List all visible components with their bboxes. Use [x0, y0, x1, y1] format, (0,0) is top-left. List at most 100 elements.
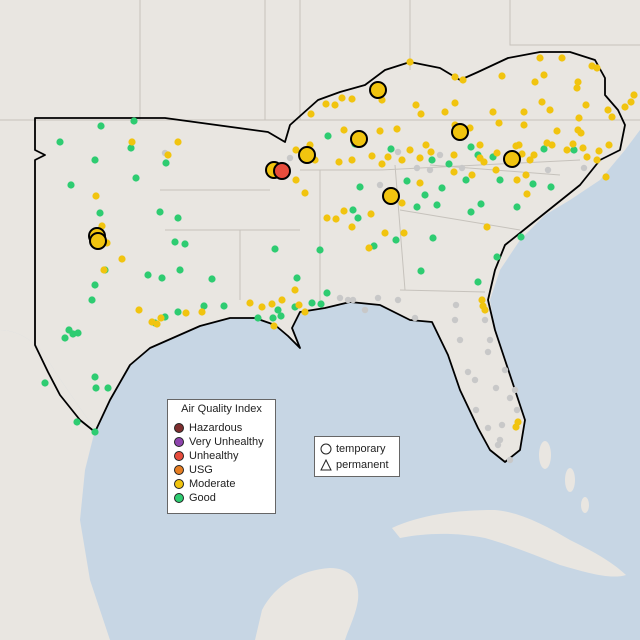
good-monitor-dot[interactable]: [467, 143, 475, 151]
no-data-monitor-dot[interactable]: [481, 316, 489, 324]
moderate-monitor-dot[interactable]: [522, 171, 530, 179]
good-monitor-dot[interactable]: [174, 308, 182, 316]
good-monitor-dot[interactable]: [74, 329, 82, 337]
moderate-monitor-dot[interactable]: [558, 54, 566, 62]
moderate-monitor-dot[interactable]: [368, 152, 376, 160]
moderate-monitor-dot[interactable]: [92, 192, 100, 200]
moderate-monitor-dot[interactable]: [573, 84, 581, 92]
moderate-monitor-dot[interactable]: [593, 64, 601, 72]
good-monitor-dot[interactable]: [91, 281, 99, 289]
no-data-monitor-dot[interactable]: [456, 336, 464, 344]
good-monitor-dot[interactable]: [254, 314, 262, 322]
good-monitor-dot[interactable]: [438, 184, 446, 192]
moderate-monitor-dot[interactable]: [492, 166, 500, 174]
no-data-monitor-dot[interactable]: [336, 294, 344, 302]
good-monitor-dot[interactable]: [433, 201, 441, 209]
moderate-temporary-marker[interactable]: [369, 81, 387, 99]
no-data-monitor-dot[interactable]: [344, 296, 352, 304]
good-monitor-dot[interactable]: [493, 253, 501, 261]
moderate-monitor-dot[interactable]: [174, 138, 182, 146]
good-monitor-dot[interactable]: [171, 238, 179, 246]
good-monitor-dot[interactable]: [392, 236, 400, 244]
good-monitor-dot[interactable]: [517, 233, 525, 241]
good-monitor-dot[interactable]: [274, 306, 282, 314]
moderate-monitor-dot[interactable]: [553, 127, 561, 135]
good-monitor-dot[interactable]: [208, 275, 216, 283]
moderate-monitor-dot[interactable]: [153, 320, 161, 328]
moderate-monitor-dot[interactable]: [451, 99, 459, 107]
no-data-monitor-dot[interactable]: [458, 164, 466, 172]
moderate-monitor-dot[interactable]: [422, 141, 430, 149]
good-monitor-dot[interactable]: [67, 181, 75, 189]
moderate-monitor-dot[interactable]: [574, 126, 582, 134]
moderate-monitor-dot[interactable]: [593, 156, 601, 164]
moderate-monitor-dot[interactable]: [595, 147, 603, 155]
moderate-monitor-dot[interactable]: [332, 215, 340, 223]
moderate-monitor-dot[interactable]: [514, 418, 522, 426]
no-data-monitor-dot[interactable]: [506, 394, 514, 402]
good-monitor-dot[interactable]: [349, 206, 357, 214]
moderate-monitor-dot[interactable]: [348, 156, 356, 164]
moderate-monitor-dot[interactable]: [135, 306, 143, 314]
moderate-temporary-marker[interactable]: [451, 123, 469, 141]
good-monitor-dot[interactable]: [56, 138, 64, 146]
moderate-monitor-dot[interactable]: [292, 146, 300, 154]
good-monitor-dot[interactable]: [429, 234, 437, 242]
good-monitor-dot[interactable]: [61, 334, 69, 342]
moderate-monitor-dot[interactable]: [540, 71, 548, 79]
moderate-monitor-dot[interactable]: [621, 103, 629, 111]
no-data-monitor-dot[interactable]: [484, 424, 492, 432]
moderate-monitor-dot[interactable]: [569, 140, 577, 148]
no-data-monitor-dot[interactable]: [501, 366, 509, 374]
no-data-monitor-dot[interactable]: [374, 294, 382, 302]
good-monitor-dot[interactable]: [324, 132, 332, 140]
moderate-monitor-dot[interactable]: [100, 266, 108, 274]
good-monitor-dot[interactable]: [97, 122, 105, 130]
moderate-monitor-dot[interactable]: [301, 308, 309, 316]
moderate-monitor-dot[interactable]: [157, 314, 165, 322]
good-monitor-dot[interactable]: [132, 174, 140, 182]
no-data-monitor-dot[interactable]: [413, 164, 421, 172]
moderate-monitor-dot[interactable]: [340, 126, 348, 134]
no-data-monitor-dot[interactable]: [452, 301, 460, 309]
no-data-monitor-dot[interactable]: [426, 166, 434, 174]
moderate-monitor-dot[interactable]: [602, 173, 610, 181]
good-monitor-dot[interactable]: [513, 203, 521, 211]
moderate-monitor-dot[interactable]: [546, 106, 554, 114]
moderate-temporary-marker[interactable]: [89, 232, 107, 250]
moderate-monitor-dot[interactable]: [398, 199, 406, 207]
moderate-monitor-dot[interactable]: [246, 299, 254, 307]
moderate-monitor-dot[interactable]: [478, 296, 486, 304]
moderate-monitor-dot[interactable]: [630, 91, 638, 99]
moderate-monitor-dot[interactable]: [348, 95, 356, 103]
no-data-monitor-dot[interactable]: [506, 456, 514, 464]
moderate-monitor-dot[interactable]: [520, 108, 528, 116]
moderate-temporary-marker[interactable]: [298, 146, 316, 164]
moderate-monitor-dot[interactable]: [538, 98, 546, 106]
moderate-monitor-dot[interactable]: [574, 78, 582, 86]
moderate-monitor-dot[interactable]: [608, 113, 616, 121]
no-data-monitor-dot[interactable]: [544, 166, 552, 174]
moderate-monitor-dot[interactable]: [340, 207, 348, 215]
good-monitor-dot[interactable]: [293, 274, 301, 282]
moderate-monitor-dot[interactable]: [480, 158, 488, 166]
good-monitor-dot[interactable]: [127, 144, 135, 152]
good-monitor-dot[interactable]: [529, 180, 537, 188]
good-monitor-dot[interactable]: [271, 245, 279, 253]
moderate-monitor-dot[interactable]: [451, 73, 459, 81]
no-data-monitor-dot[interactable]: [361, 306, 369, 314]
moderate-monitor-dot[interactable]: [476, 141, 484, 149]
no-data-monitor-dot[interactable]: [513, 406, 521, 414]
moderate-monitor-dot[interactable]: [367, 210, 375, 218]
moderate-monitor-dot[interactable]: [198, 308, 206, 316]
good-monitor-dot[interactable]: [462, 176, 470, 184]
good-monitor-dot[interactable]: [158, 274, 166, 282]
moderate-temporary-marker[interactable]: [350, 130, 368, 148]
good-monitor-dot[interactable]: [73, 418, 81, 426]
no-data-monitor-dot[interactable]: [376, 181, 384, 189]
good-monitor-dot[interactable]: [176, 266, 184, 274]
moderate-monitor-dot[interactable]: [335, 158, 343, 166]
moderate-monitor-dot[interactable]: [563, 146, 571, 154]
good-monitor-dot[interactable]: [316, 246, 324, 254]
moderate-monitor-dot[interactable]: [301, 189, 309, 197]
